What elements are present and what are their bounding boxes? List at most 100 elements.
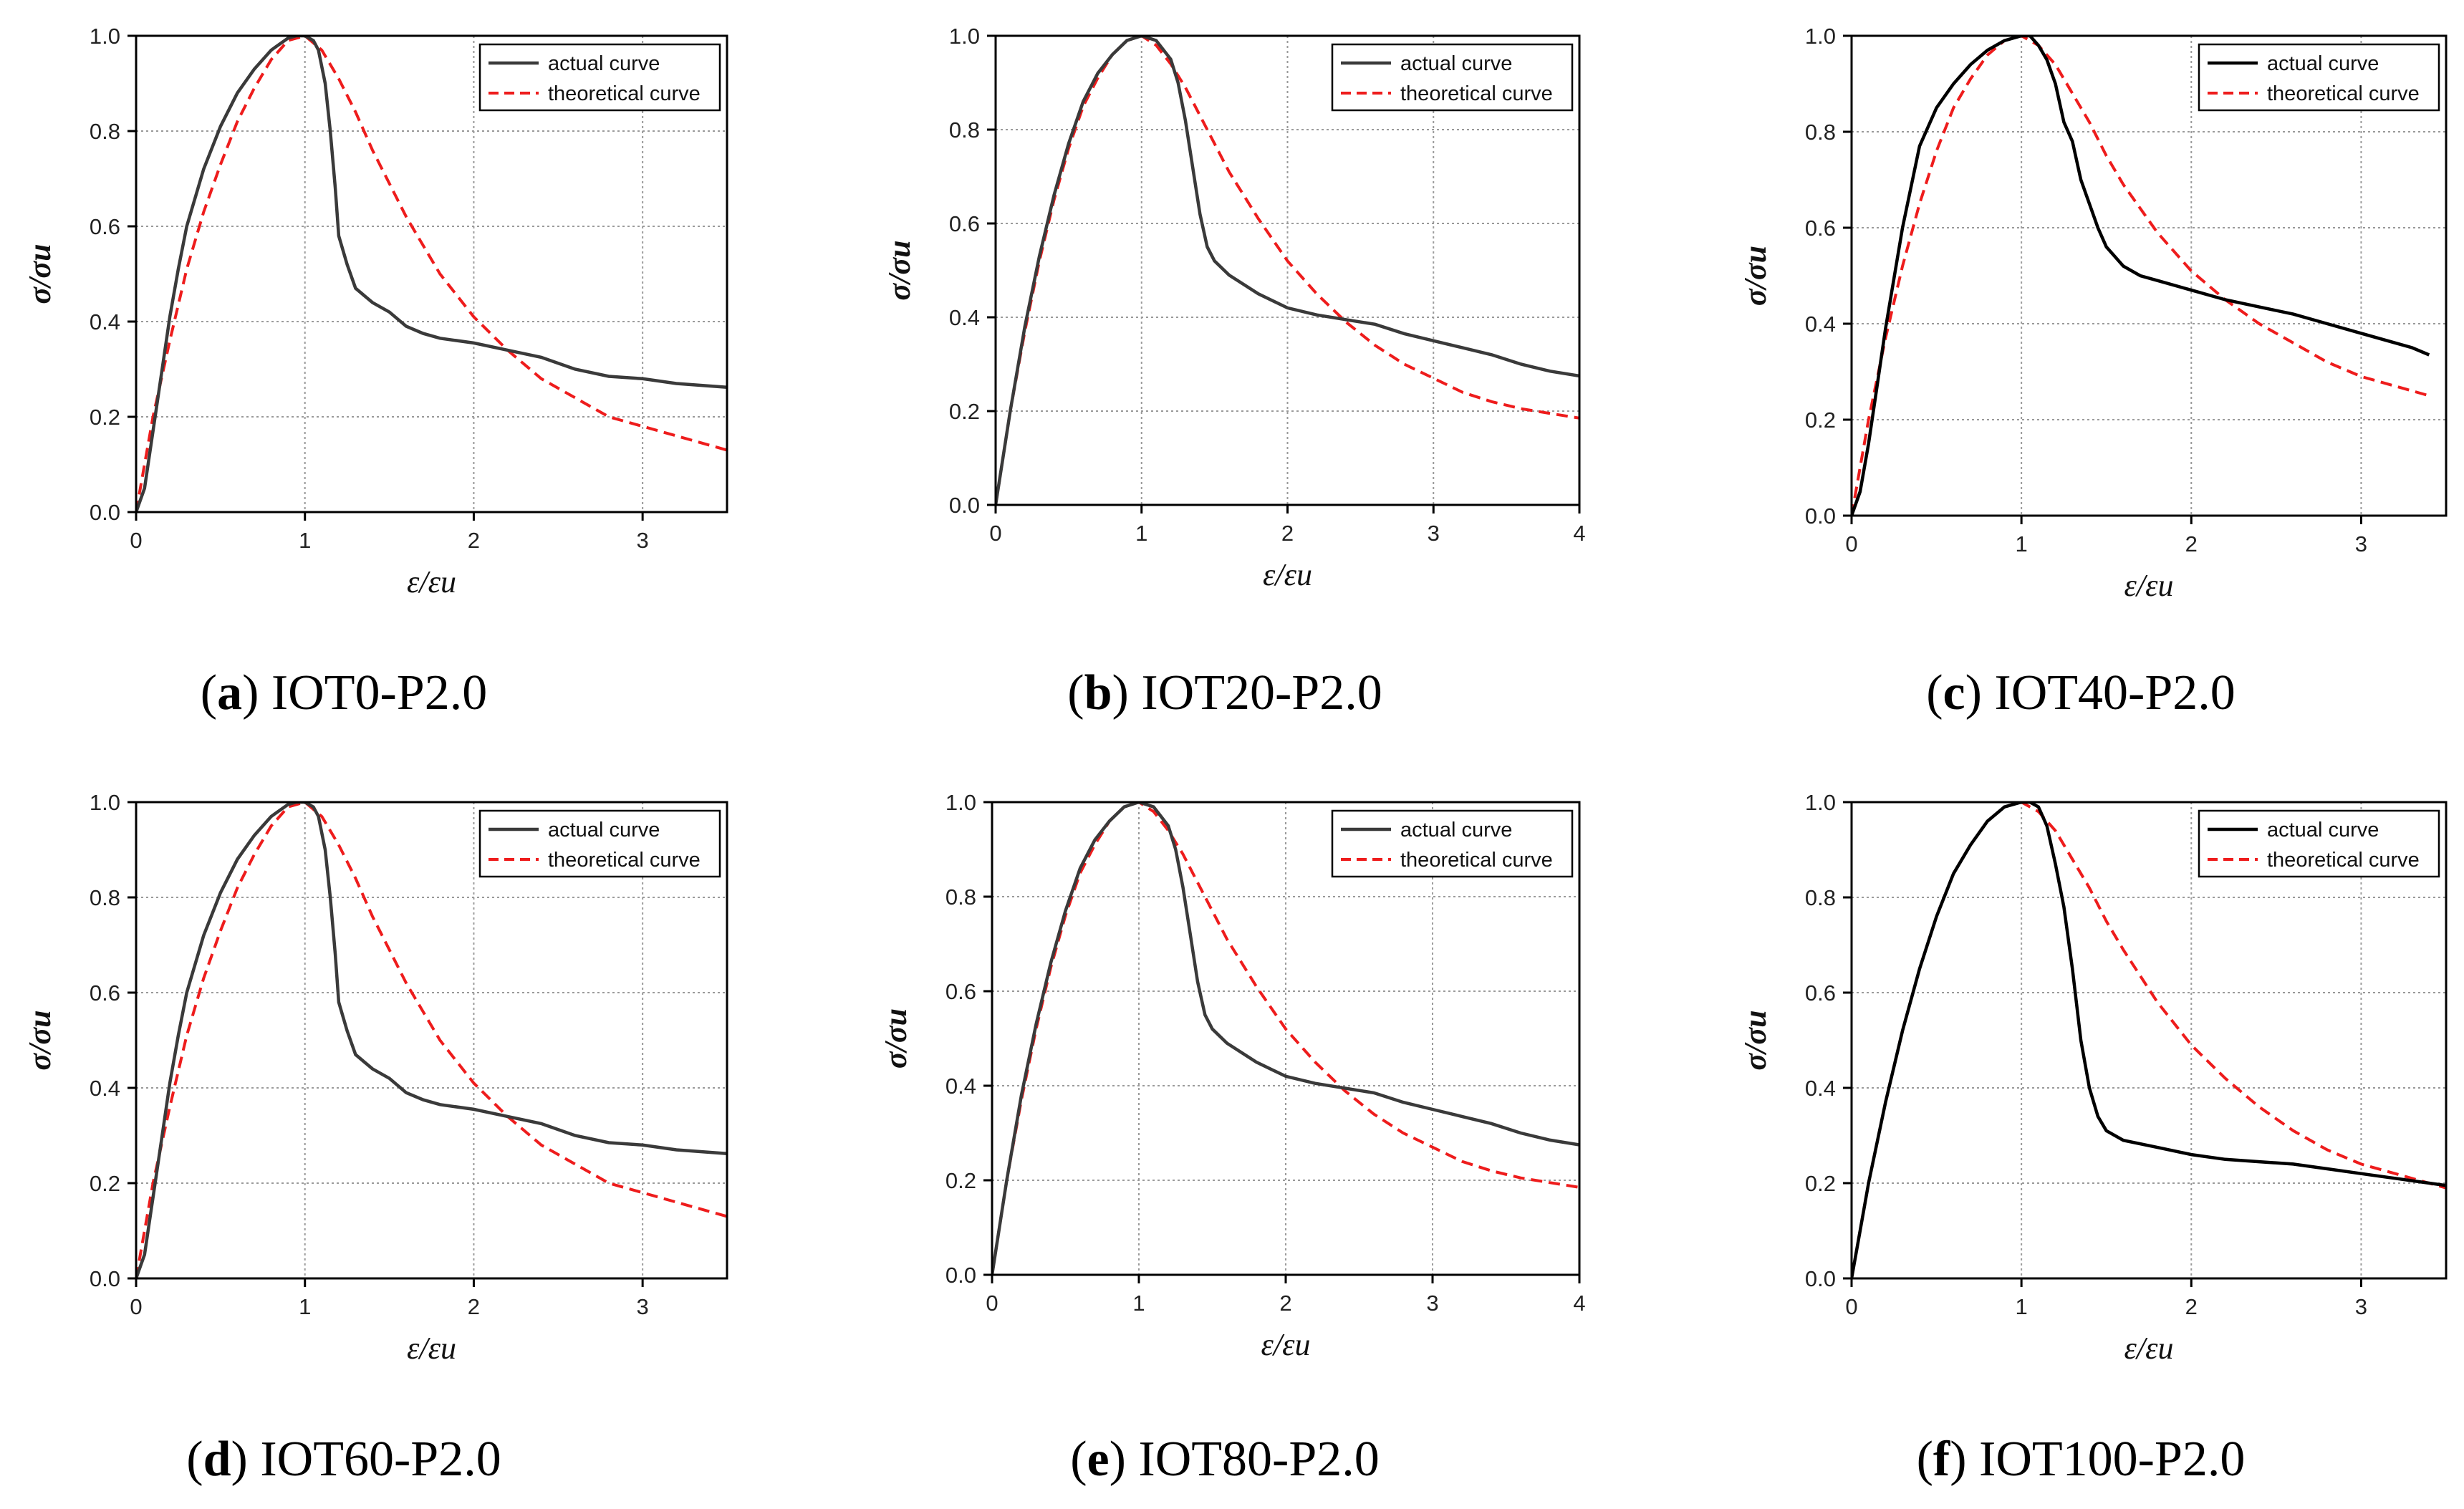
y-tick-label: 1.0 (1805, 24, 1836, 49)
y-tick-label: 1.0 (949, 24, 980, 49)
x-tick-label: 1 (299, 528, 311, 553)
y-tick-label: 0.8 (945, 884, 976, 910)
y-tick-label: 0.0 (1805, 1266, 1836, 1291)
x-tick-label: 4 (1573, 1291, 1585, 1316)
y-tick-label: 1.0 (90, 790, 120, 815)
y-tick-label: 1.0 (90, 24, 120, 49)
legend-actual-label: actual curve (548, 52, 660, 75)
caption-specimen: IOT0-P2.0 (271, 665, 487, 720)
x-tick-label: 2 (2185, 531, 2198, 556)
caption-letter: c (1943, 665, 1965, 720)
y-tick-label: 0.4 (90, 309, 120, 334)
legend-box (2198, 43, 2440, 112)
y-tick-label: 0.2 (1805, 408, 1836, 433)
legend-actual-label: actual curve (1400, 52, 1512, 75)
x-tick-label: 2 (1281, 521, 1294, 546)
y-tick-label: 0.6 (90, 214, 120, 239)
legend-theory-label: theoretical curve (2267, 82, 2420, 105)
legend-theory-label: theoretical curve (2267, 849, 2420, 872)
x-axis-label: ε/εu (2124, 568, 2174, 603)
legend-theory-label: theoretical curve (1400, 82, 1553, 105)
x-axis-label: ε/εu (407, 564, 456, 599)
x-tick-label: 1 (2016, 1294, 2028, 1319)
caption-letter: e (1087, 1432, 1110, 1487)
caption-specimen: IOT80-P2.0 (1138, 1432, 1379, 1487)
x-tick-label: 0 (1845, 1294, 1857, 1319)
legend-actual-label: actual curve (2267, 52, 2379, 75)
caption-specimen: IOT100-P2.0 (1979, 1432, 2245, 1487)
legend-box (478, 43, 721, 112)
x-tick-label: 1 (1132, 1291, 1145, 1316)
plot-frame (1850, 801, 2448, 1280)
y-tick-label: 0.4 (90, 1076, 120, 1101)
plot-frame (135, 801, 728, 1280)
x-tick-label: 1 (299, 1294, 311, 1319)
y-tick-label: 0.6 (1805, 216, 1836, 241)
actual-curve-line (136, 36, 727, 512)
x-axis-label: ε/εu (1263, 557, 1312, 592)
theoretical-curve-line (136, 802, 727, 1278)
x-tick-label: 3 (637, 1294, 649, 1319)
panel-caption: (f) IOT100-P2.0 (1917, 1432, 2246, 1487)
y-tick-label: 0.6 (90, 980, 120, 1006)
x-axis-label: ε/εu (2124, 1331, 2174, 1366)
legend: actual curve theoretical curve (478, 43, 721, 112)
y-tick-label: 0.4 (945, 1074, 976, 1099)
panel-caption: (d) IOT60-P2.0 (186, 1432, 501, 1487)
y-tick-label: 0.2 (949, 399, 980, 424)
legend-theory-label: theoretical curve (1400, 849, 1553, 872)
y-axis-label: σ/σu (1738, 246, 1773, 306)
actual-curve-line (992, 802, 1579, 1275)
panel-e: 0 1 2 3 4 0.0 0.2 0.4 0.6 0.8 1.0 ε/εu σ/σu actual cu… (878, 790, 1586, 1487)
actual-curve-line (1852, 36, 2430, 516)
y-tick-label: 0.8 (90, 119, 120, 144)
theoretical-curve-line (136, 36, 727, 512)
x-tick-label: 4 (1573, 521, 1585, 546)
x-tick-label: 0 (130, 528, 142, 553)
x-tick-label: 2 (468, 1294, 480, 1319)
panel-b: 0 1 2 3 4 0.0 0.2 0.4 0.6 0.8 1.0 ε/εu σ/σu actual cu… (882, 24, 1586, 720)
legend: actual curve theoretical curve (1331, 43, 1574, 112)
y-tick-label: 0.6 (1805, 980, 1836, 1006)
y-tick-label: 0.6 (949, 211, 980, 236)
legend-theory-label: theoretical curve (548, 82, 701, 105)
x-tick-label: 0 (989, 521, 1001, 546)
y-axis-label: σ/σu (882, 240, 917, 300)
legend-box (478, 809, 721, 878)
legend: actual curve theoretical curve (2198, 809, 2440, 878)
legend-actual-label: actual curve (1400, 819, 1512, 842)
x-tick-label: 3 (1426, 1291, 1438, 1316)
x-tick-label: 2 (468, 528, 480, 553)
y-tick-label: 0.0 (1805, 503, 1836, 529)
y-tick-label: 0.0 (945, 1263, 976, 1288)
legend: actual curve theoretical curve (1331, 809, 1574, 878)
x-tick-label: 1 (1135, 521, 1147, 546)
y-tick-label: 0.4 (1805, 312, 1836, 337)
panel-f: 0 1 2 3 0.0 0.2 0.4 0.6 0.8 1.0 ε/εu σ/σu actual cur… (1738, 790, 2448, 1487)
x-tick-label: 3 (637, 528, 649, 553)
y-tick-label: 0.4 (949, 305, 980, 330)
caption-letter: a (217, 665, 242, 720)
y-tick-label: 0.2 (1805, 1171, 1836, 1196)
caption-letter: d (203, 1432, 231, 1487)
y-tick-label: 0.0 (90, 500, 120, 525)
x-axis-label: ε/εu (407, 1331, 456, 1366)
caption-specimen: IOT40-P2.0 (1994, 665, 2235, 720)
plot-frame (1850, 34, 2448, 517)
x-tick-label: 3 (1428, 521, 1440, 546)
x-tick-label: 3 (2355, 1294, 2367, 1319)
x-tick-label: 0 (130, 1294, 142, 1319)
y-tick-label: 0.2 (90, 1171, 120, 1196)
panel-caption: (b) IOT20-P2.0 (1067, 665, 1382, 720)
panel-caption: (e) IOT80-P2.0 (1070, 1432, 1380, 1487)
caption-letter: f (1933, 1432, 1950, 1487)
x-tick-label: 0 (986, 1291, 998, 1316)
y-tick-label: 0.0 (949, 493, 980, 518)
caption-specimen: IOT60-P2.0 (260, 1432, 501, 1487)
caption-specimen: IOT20-P2.0 (1141, 665, 1382, 720)
plot-frame (135, 34, 728, 514)
y-axis-label: σ/σu (878, 1008, 913, 1069)
actual-curve-line (996, 36, 1579, 505)
legend-box (1331, 43, 1574, 112)
y-tick-label: 0.0 (90, 1266, 120, 1291)
